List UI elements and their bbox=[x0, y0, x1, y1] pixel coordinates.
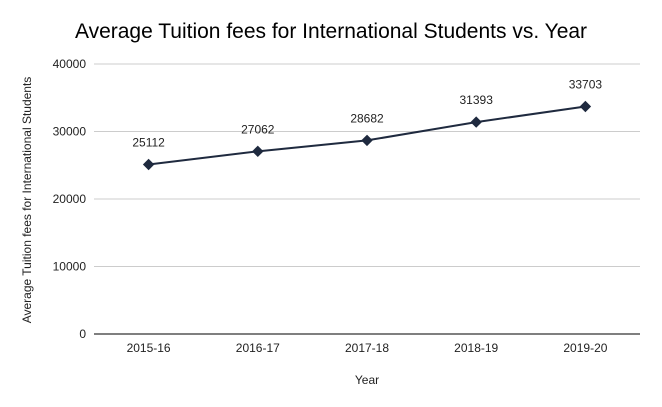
x-axis-title: Year bbox=[355, 373, 379, 387]
data-point-marker bbox=[361, 134, 373, 147]
data-point-marker bbox=[579, 100, 592, 113]
data-label: 25112 bbox=[132, 135, 165, 149]
y-tick-label: 0 bbox=[79, 327, 86, 341]
x-tick-label: 2015-16 bbox=[127, 341, 171, 355]
data-point-marker bbox=[470, 116, 482, 128]
x-tick-label: 2018-19 bbox=[454, 341, 498, 355]
data-point-marker bbox=[252, 145, 264, 158]
chart-title: Average Tuition fees for International S… bbox=[75, 20, 587, 43]
y-tick-label: 40000 bbox=[53, 57, 87, 71]
x-tick-label: 2019-20 bbox=[563, 341, 607, 355]
x-tick-label: 2017-18 bbox=[345, 341, 389, 355]
data-label: 31393 bbox=[460, 93, 494, 107]
x-tick-label: 2016-17 bbox=[236, 341, 280, 355]
y-tick-label: 10000 bbox=[53, 260, 87, 274]
y-tick-label: 30000 bbox=[53, 125, 87, 139]
data-label: 28682 bbox=[350, 111, 384, 125]
data-label: 33703 bbox=[569, 78, 603, 92]
plot-area: 0 10000 20000 30000 40000 2015-16 2016-17 2017-… bbox=[53, 57, 640, 355]
y-axis-title: Average Tuition fees for International S… bbox=[20, 77, 34, 324]
data-point-marker bbox=[142, 158, 155, 171]
y-tick-label: 20000 bbox=[53, 192, 87, 206]
data-label: 27062 bbox=[241, 122, 275, 136]
